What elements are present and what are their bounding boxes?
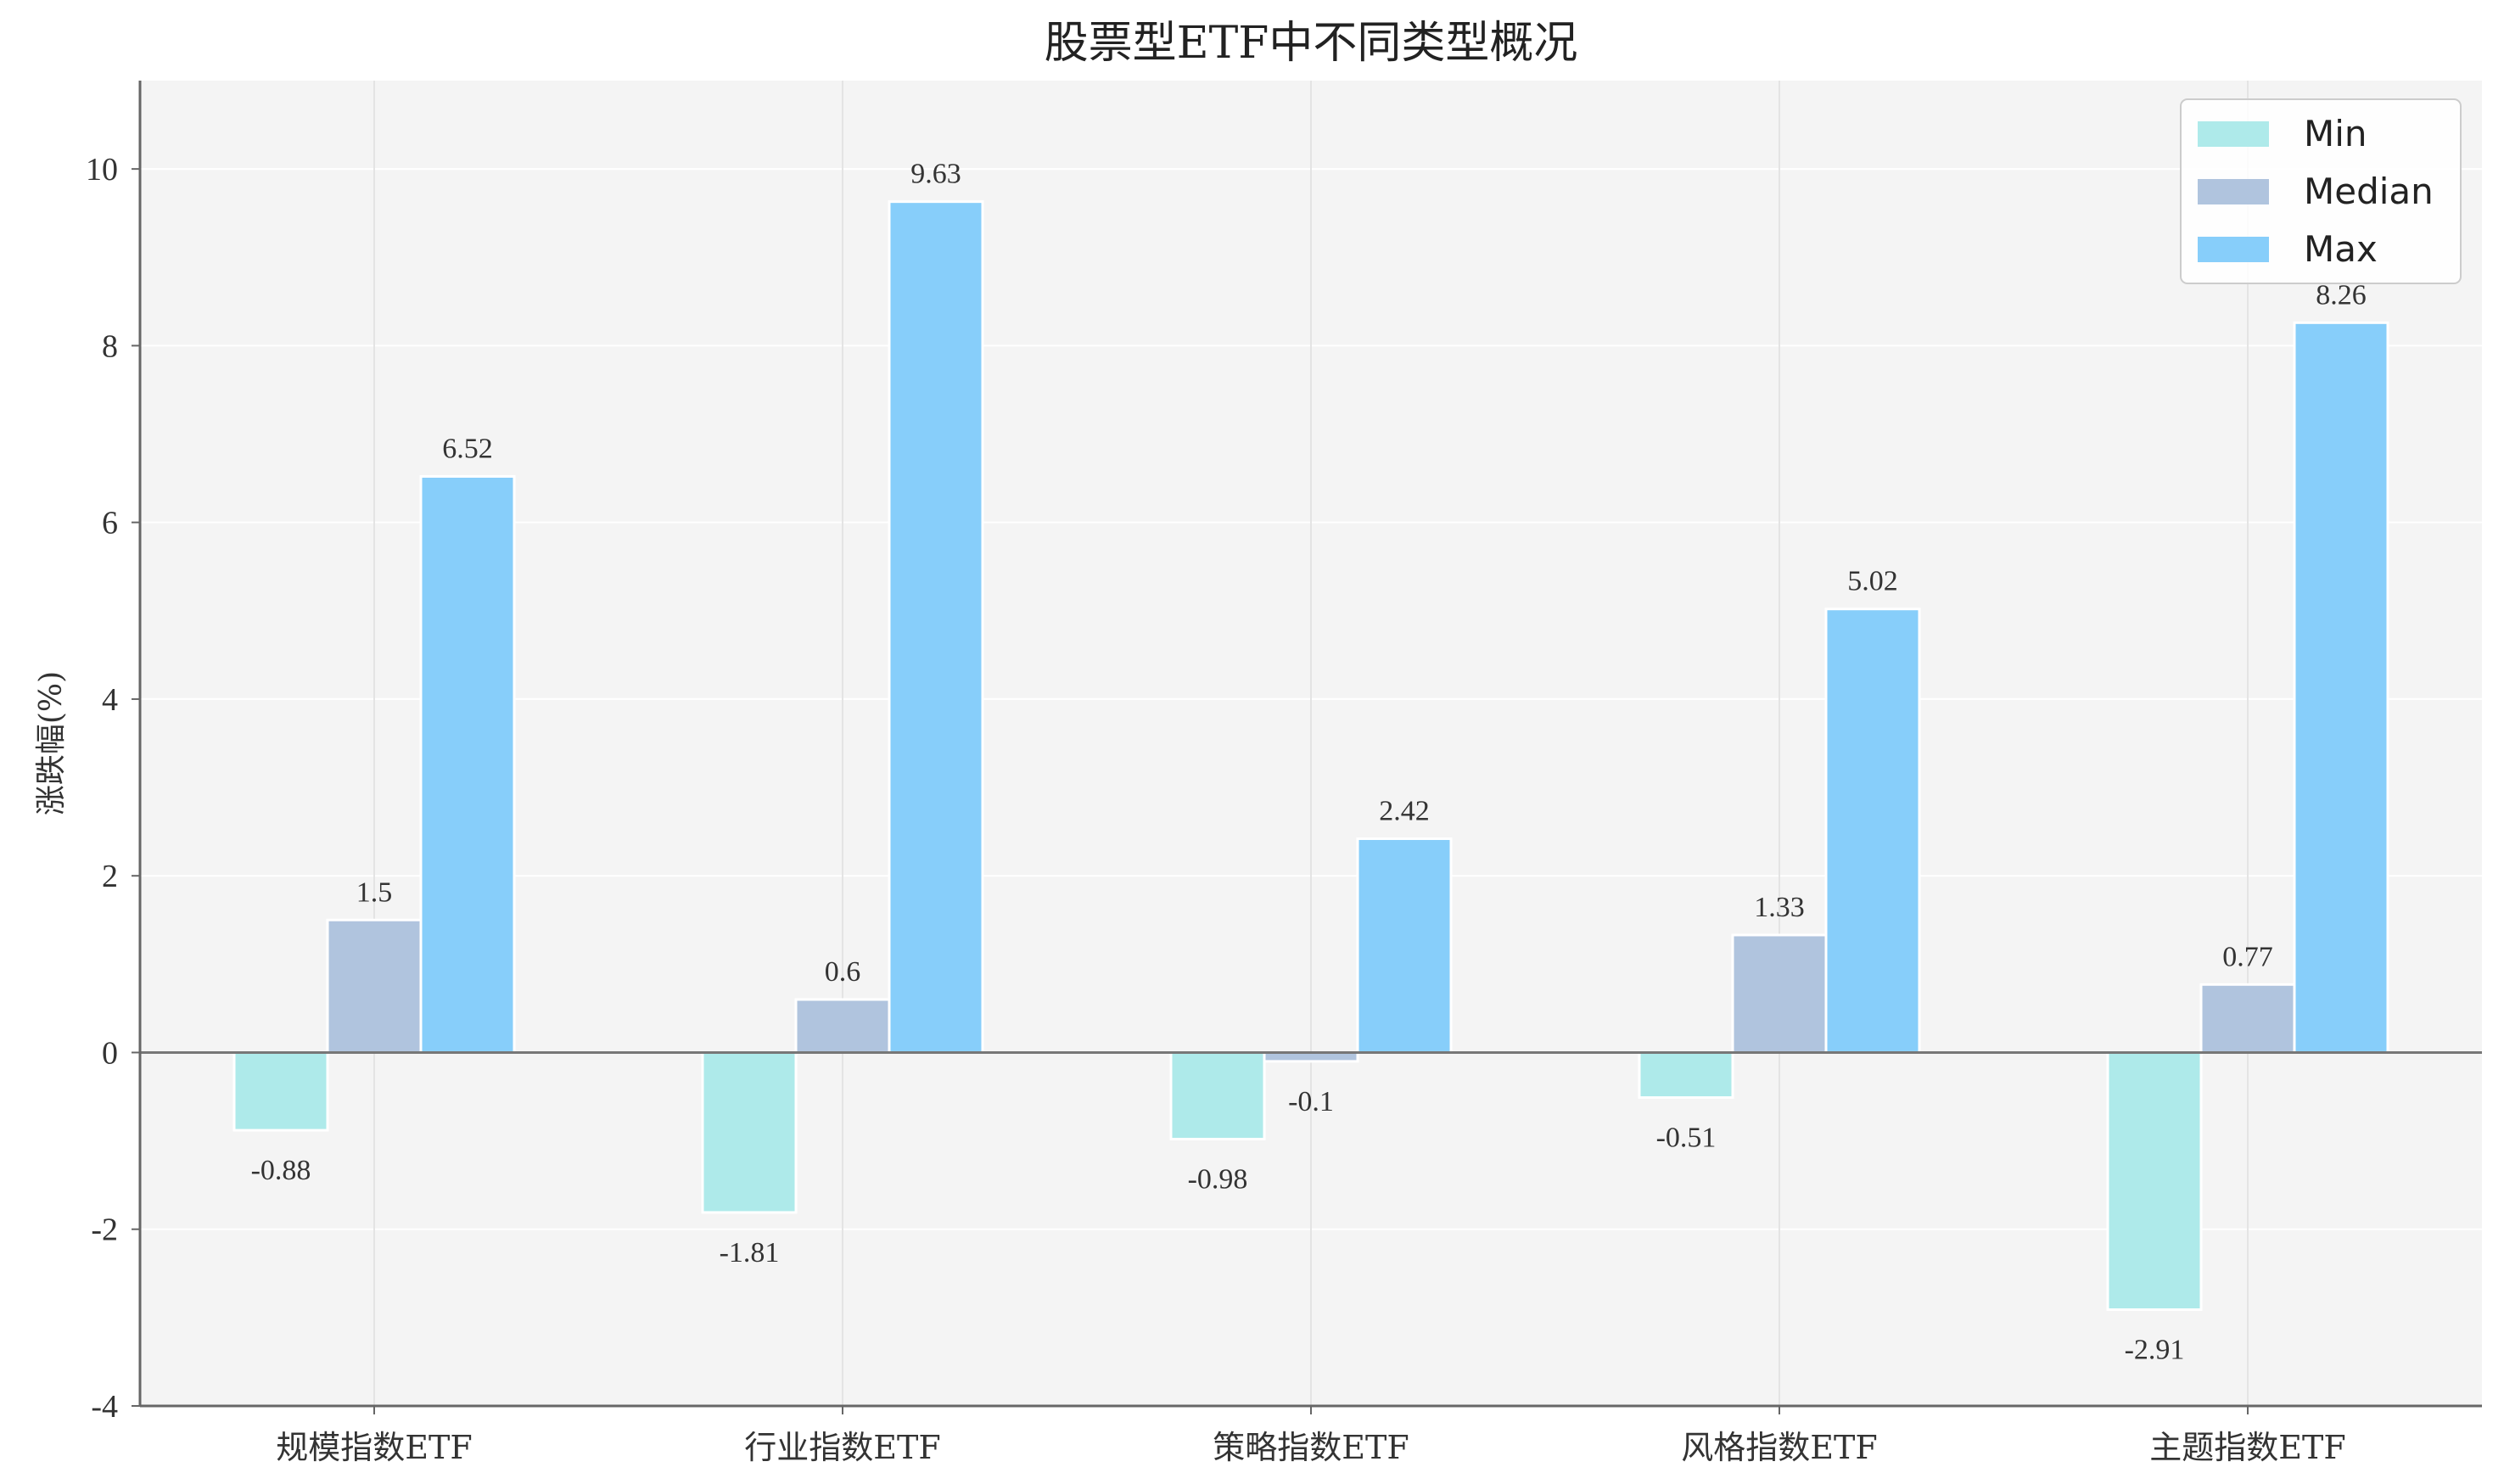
y-axis-label: 涨跌幅(%) bbox=[34, 671, 69, 815]
x-tick-label: 行业指数ETF bbox=[744, 1429, 940, 1466]
bar-min bbox=[1638, 1050, 1734, 1100]
data-label: -0.1 bbox=[1288, 1086, 1334, 1117]
bar-max bbox=[1356, 837, 1453, 1054]
bar-min bbox=[701, 1050, 798, 1214]
bar-max bbox=[888, 200, 984, 1054]
data-label: 2.42 bbox=[1379, 795, 1430, 826]
legend-swatch-max bbox=[2198, 237, 2269, 262]
bar-max bbox=[2293, 321, 2389, 1054]
x-tick-labels: 规模指数ETF 行业指数ETF 策略指数ETF 风格指数ETF 主题指数ETF bbox=[276, 1406, 2346, 1466]
bar-min bbox=[232, 1050, 329, 1132]
data-label: 0.6 bbox=[825, 956, 861, 988]
y-tick-label: 6 bbox=[102, 506, 118, 541]
data-label: 8.26 bbox=[2316, 279, 2367, 311]
data-label: -0.51 bbox=[1656, 1123, 1717, 1154]
x-tick-label: 主题指数ETF bbox=[2149, 1429, 2345, 1466]
bar-median bbox=[326, 918, 423, 1054]
data-label: -0.98 bbox=[1188, 1164, 1248, 1196]
y-tick-label: 0 bbox=[102, 1035, 118, 1071]
legend-swatch-median bbox=[2198, 179, 2269, 204]
legend-swatch-min bbox=[2198, 121, 2269, 147]
data-label: 1.5 bbox=[356, 876, 393, 908]
y-tick-label: 2 bbox=[102, 859, 118, 894]
y-tick-label: -4 bbox=[91, 1389, 118, 1425]
bar-min bbox=[2106, 1050, 2203, 1311]
bar-median bbox=[1263, 1050, 1359, 1063]
data-label: -0.88 bbox=[251, 1155, 311, 1186]
y-tick-label: 4 bbox=[102, 682, 118, 718]
bar-median bbox=[2199, 983, 2296, 1054]
y-tick-label: 10 bbox=[86, 152, 118, 188]
bar-median bbox=[1731, 933, 1828, 1054]
legend-label: Max bbox=[2304, 228, 2378, 270]
bar-median bbox=[794, 998, 891, 1054]
x-tick-label: 策略指数ETF bbox=[1213, 1429, 1409, 1466]
data-label: -2.91 bbox=[2125, 1334, 2185, 1365]
data-label: -1.81 bbox=[720, 1237, 780, 1268]
bar-max bbox=[419, 475, 516, 1054]
legend: Min Median Max bbox=[2180, 98, 2462, 284]
bars bbox=[232, 200, 2389, 1311]
data-label: 9.63 bbox=[910, 159, 961, 190]
data-label: 5.02 bbox=[1847, 566, 1898, 597]
legend-label: Min bbox=[2304, 113, 2367, 154]
legend-label: Median bbox=[2304, 171, 2434, 212]
x-tick-label: 规模指数ETF bbox=[276, 1429, 472, 1466]
x-tick-label: 风格指数ETF bbox=[1681, 1429, 1877, 1466]
data-label: 1.33 bbox=[1754, 892, 1805, 923]
data-label: 6.52 bbox=[442, 434, 493, 465]
data-label: 0.77 bbox=[2222, 941, 2273, 972]
chart-title: 股票型ETF中不同类型概况 bbox=[1045, 18, 1578, 69]
data-labels: -0.88 -1.81 -0.98 -0.51 -2.91 1.5 0.6 -0.1 1.33 0… bbox=[251, 159, 2367, 1366]
bar-min bbox=[1169, 1050, 1266, 1141]
y-ticks: -4 -2 0 2 4 6 8 10 bbox=[86, 152, 140, 1425]
y-tick-label: 8 bbox=[102, 328, 118, 364]
bar-max bbox=[1824, 608, 1921, 1054]
y-tick-label: -2 bbox=[91, 1212, 118, 1248]
